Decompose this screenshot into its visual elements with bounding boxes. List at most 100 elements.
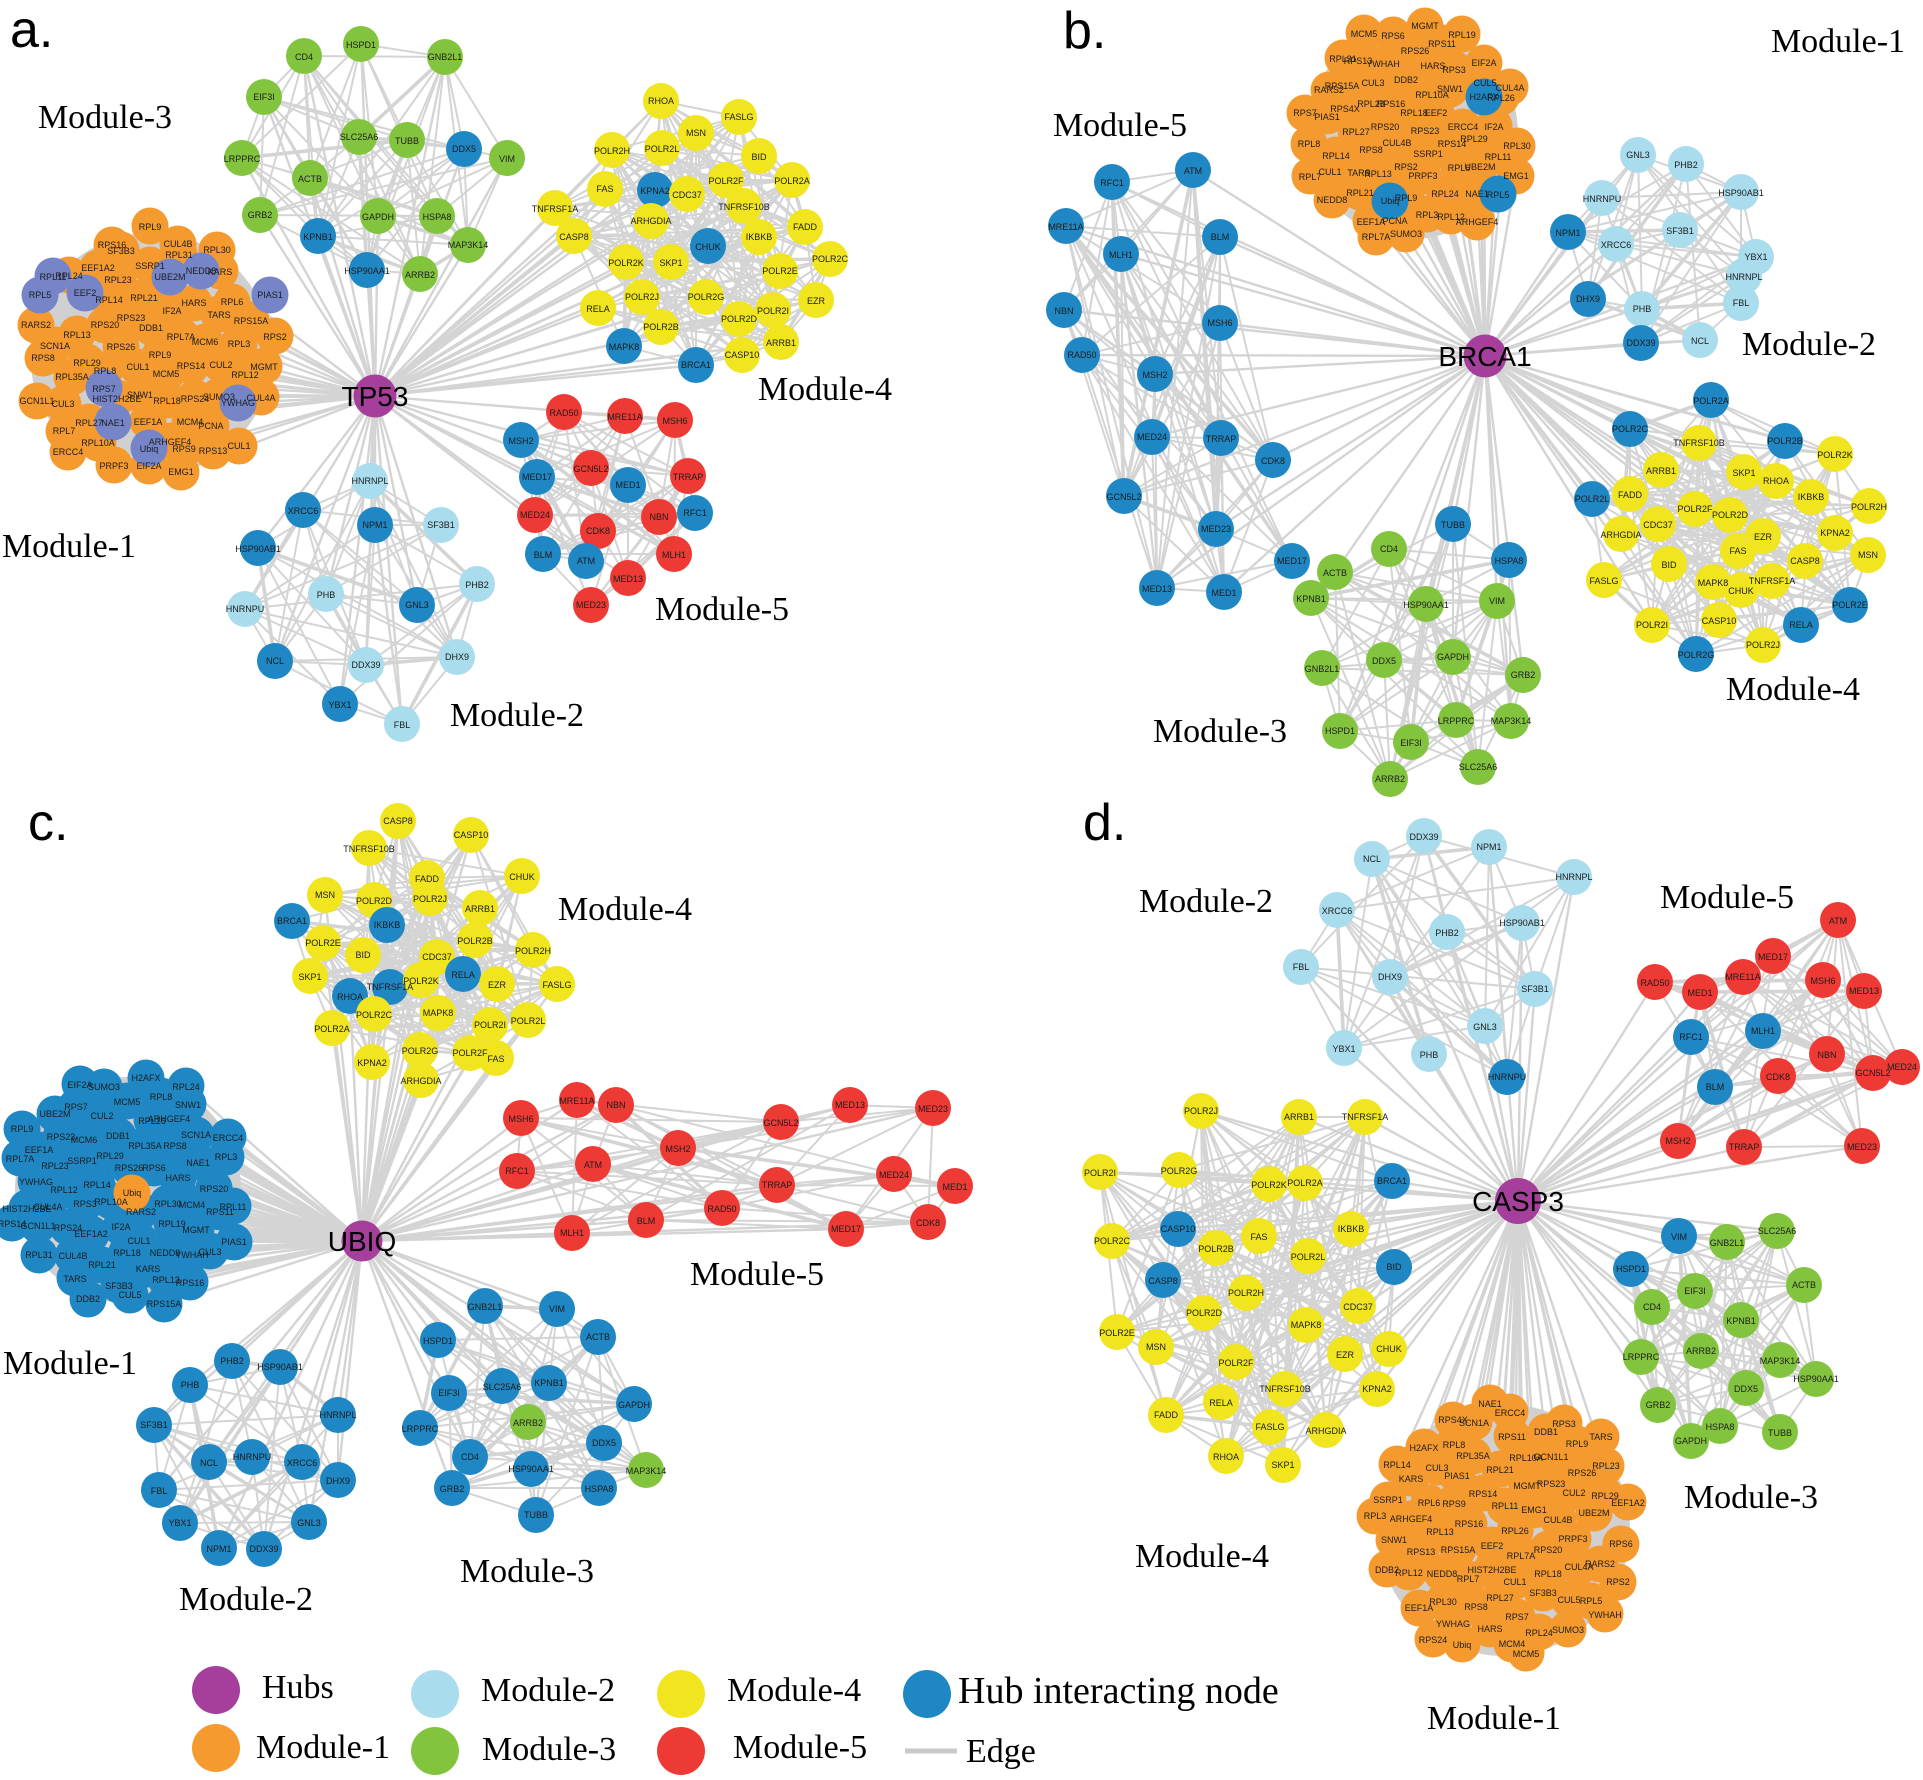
svg-text:Module-5: Module-5 — [1053, 107, 1187, 144]
svg-text:POLR2A: POLR2A — [774, 176, 810, 186]
svg-text:TNFRSF10B: TNFRSF10B — [1259, 1384, 1311, 1394]
svg-text:POLR2J: POLR2J — [625, 292, 659, 302]
svg-text:NAE1: NAE1 — [186, 1158, 210, 1168]
svg-text:MED24: MED24 — [1887, 1062, 1917, 1072]
svg-text:HSPD1: HSPD1 — [423, 1336, 453, 1346]
svg-text:RAD50: RAD50 — [707, 1204, 736, 1214]
svg-text:RPL12: RPL12 — [231, 370, 259, 380]
svg-text:CUL1: CUL1 — [1503, 1577, 1526, 1587]
svg-text:H2AFX: H2AFX — [131, 1073, 160, 1083]
svg-text:RARS2: RARS2 — [1585, 1559, 1615, 1569]
svg-text:RFC1: RFC1 — [505, 1166, 529, 1176]
svg-text:MED24: MED24 — [1137, 432, 1167, 442]
svg-text:RELA: RELA — [586, 304, 610, 314]
svg-text:CUL5: CUL5 — [1473, 78, 1496, 88]
svg-text:TARS: TARS — [207, 310, 230, 320]
svg-text:UBIQ: UBIQ — [328, 1226, 396, 1257]
svg-text:NEDD8: NEDD8 — [186, 266, 217, 276]
svg-text:UBE2M: UBE2M — [1464, 162, 1495, 172]
svg-text:YWHAH: YWHAH — [1588, 1610, 1622, 1620]
svg-text:UBE2M: UBE2M — [1578, 1508, 1609, 1518]
svg-text:RPL19: RPL19 — [1448, 30, 1476, 40]
svg-text:RPL35A: RPL35A — [55, 372, 89, 382]
svg-text:PHB2: PHB2 — [1674, 160, 1698, 170]
svg-text:MCM6: MCM6 — [192, 337, 219, 347]
svg-text:GCN1L1: GCN1L1 — [19, 396, 54, 406]
svg-text:POLR2L: POLR2L — [1575, 494, 1610, 504]
svg-text:POLR2D: POLR2D — [356, 896, 393, 906]
svg-text:HSPA8: HSPA8 — [585, 1484, 614, 1494]
svg-text:DDX39: DDX39 — [249, 1544, 278, 1554]
svg-text:Ubiq: Ubiq — [140, 444, 159, 454]
svg-text:RPS7: RPS7 — [1293, 108, 1317, 118]
svg-text:FAS: FAS — [1729, 546, 1746, 556]
svg-text:RPL19: RPL19 — [158, 1219, 186, 1229]
svg-text:EEF1A: EEF1A — [1405, 1603, 1434, 1613]
svg-text:KPNB1: KPNB1 — [1296, 594, 1326, 604]
svg-text:PRPF3: PRPF3 — [1558, 1534, 1587, 1544]
svg-text:CHUK: CHUK — [1728, 586, 1754, 596]
svg-text:FAS: FAS — [487, 1054, 504, 1064]
svg-text:YBX1: YBX1 — [1332, 1044, 1355, 1054]
svg-text:RPS26: RPS26 — [1401, 46, 1430, 56]
svg-text:GNL3: GNL3 — [1473, 1022, 1497, 1032]
svg-text:RPL31: RPL31 — [1329, 54, 1357, 64]
svg-text:VIM: VIM — [499, 154, 515, 164]
svg-text:CASP8: CASP8 — [559, 232, 589, 242]
svg-text:RPL8: RPL8 — [94, 366, 117, 376]
svg-text:RELA: RELA — [451, 970, 475, 980]
svg-text:LRPPRC: LRPPRC — [224, 154, 261, 164]
svg-text:RPL9: RPL9 — [11, 1124, 34, 1134]
svg-text:MSN: MSN — [1858, 550, 1878, 560]
svg-text:RPL9: RPL9 — [149, 350, 172, 360]
svg-text:CUL4B: CUL4B — [1543, 1515, 1572, 1525]
svg-text:EZR: EZR — [807, 296, 826, 306]
svg-text:TNFRSF10B: TNFRSF10B — [718, 202, 770, 212]
svg-text:RPS16: RPS16 — [98, 240, 127, 250]
svg-text:HNRNPU: HNRNPU — [233, 1452, 272, 1462]
svg-text:SKP1: SKP1 — [659, 258, 682, 268]
svg-text:CUL4A: CUL4A — [33, 1202, 62, 1212]
svg-text:CUL2: CUL2 — [209, 360, 232, 370]
svg-text:GNB2L1: GNB2L1 — [428, 52, 463, 62]
svg-text:SKP1: SKP1 — [1732, 468, 1755, 478]
svg-text:GNB2L1: GNB2L1 — [468, 1302, 503, 1312]
svg-text:DDB2: DDB2 — [1394, 75, 1418, 85]
svg-text:RPS20: RPS20 — [200, 1184, 229, 1194]
svg-text:RPL12: RPL12 — [50, 1185, 78, 1195]
svg-text:TNFRSF1A: TNFRSF1A — [1749, 576, 1796, 586]
svg-text:CUL3: CUL3 — [1361, 78, 1384, 88]
svg-text:RPL30: RPL30 — [1429, 1597, 1457, 1607]
svg-text:RELA: RELA — [1789, 620, 1813, 630]
svg-text:RFC1: RFC1 — [1679, 1032, 1703, 1042]
svg-text:b.: b. — [1063, 2, 1106, 60]
svg-text:CDK8: CDK8 — [916, 1218, 940, 1228]
svg-text:CUL4A: CUL4A — [1495, 83, 1524, 93]
svg-text:RPL24: RPL24 — [1431, 189, 1459, 199]
svg-text:TARS: TARS — [63, 1274, 86, 1284]
svg-text:RPS11: RPS11 — [1428, 39, 1456, 49]
svg-text:CD4: CD4 — [1643, 1302, 1661, 1312]
svg-text:POLR2H: POLR2H — [515, 946, 551, 956]
svg-text:POLR2K: POLR2K — [1251, 1180, 1287, 1190]
svg-text:IF2A: IF2A — [1484, 122, 1503, 132]
svg-text:RPL26: RPL26 — [138, 1116, 166, 1126]
svg-text:IKBKB: IKBKB — [1798, 492, 1825, 502]
svg-text:LRPPRC: LRPPRC — [402, 1424, 439, 1434]
svg-text:RPS20: RPS20 — [1371, 122, 1400, 132]
svg-text:XRCC6: XRCC6 — [287, 1458, 318, 1468]
svg-text:HNRNPU: HNRNPU — [226, 604, 265, 614]
svg-text:RPS20: RPS20 — [1534, 1545, 1563, 1555]
svg-text:GCN5L2: GCN5L2 — [763, 1118, 798, 1128]
svg-text:FASLG: FASLG — [1255, 1422, 1284, 1432]
svg-text:PIAS1: PIAS1 — [257, 290, 283, 300]
svg-text:POLR2E: POLR2E — [305, 938, 341, 948]
svg-text:POLR2G: POLR2G — [1161, 1166, 1198, 1176]
svg-text:TRRAP: TRRAP — [673, 472, 704, 482]
svg-text:BLM: BLM — [534, 550, 553, 560]
svg-text:RPS16: RPS16 — [1455, 1519, 1484, 1529]
svg-text:POLR2L: POLR2L — [1291, 1252, 1326, 1262]
svg-text:NCL: NCL — [1363, 854, 1381, 864]
svg-text:DHX9: DHX9 — [1576, 294, 1600, 304]
svg-text:HSPA8: HSPA8 — [1706, 1422, 1735, 1432]
